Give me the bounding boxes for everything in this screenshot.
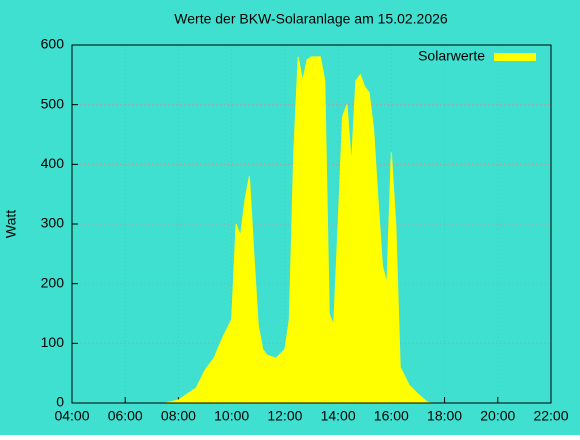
x-tick-label: 08:00 bbox=[161, 408, 196, 424]
plot-frame bbox=[71, 44, 552, 404]
x-tick-label: 10:00 bbox=[214, 408, 249, 424]
legend-label: Solarwerte bbox=[418, 48, 485, 64]
y-tick-label: 300 bbox=[41, 215, 65, 231]
x-tick-label: 16:00 bbox=[374, 408, 409, 424]
x-tick-label: 06:00 bbox=[108, 408, 143, 424]
y-tick-label: 500 bbox=[41, 95, 65, 111]
x-tick-label: 18:00 bbox=[427, 408, 462, 424]
y-tick-label: 600 bbox=[41, 36, 65, 52]
x-tick-label: 04:00 bbox=[54, 408, 89, 424]
y-tick-label: 100 bbox=[41, 334, 65, 350]
x-tick-label: 14:00 bbox=[321, 408, 356, 424]
y-tick-label: 0 bbox=[56, 394, 64, 410]
x-tick-label: 22:00 bbox=[533, 408, 568, 424]
x-tick-label: 12:00 bbox=[267, 408, 302, 424]
y-tick-label: 200 bbox=[41, 274, 65, 290]
y-tick-label: 400 bbox=[41, 155, 65, 171]
legend-swatch bbox=[494, 53, 536, 61]
x-tick-label: 20:00 bbox=[480, 408, 515, 424]
chart-title: Werte der BKW-Solaranlage am 15.02.2026 bbox=[174, 11, 448, 27]
y-axis-label: Watt bbox=[3, 210, 19, 238]
area bbox=[165, 56, 432, 404]
